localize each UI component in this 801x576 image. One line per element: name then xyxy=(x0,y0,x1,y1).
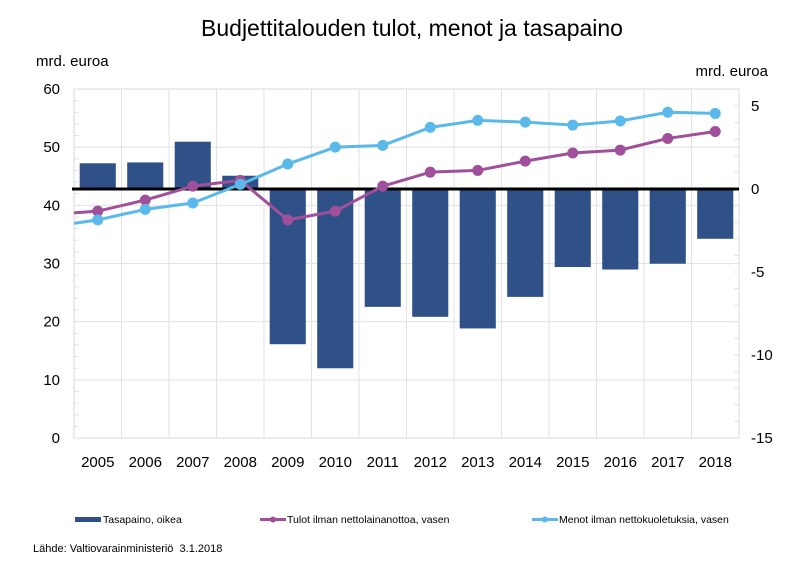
right-tick-label: -5 xyxy=(751,264,764,281)
point-menot-2014 xyxy=(519,116,531,128)
point-menot-2016 xyxy=(614,115,626,127)
right-axis: -15 -10 -5 0 5 xyxy=(751,98,773,447)
point-menot-2013 xyxy=(472,114,484,126)
point-menot-2011 xyxy=(377,139,389,151)
point-tulot-2017 xyxy=(662,132,674,144)
point-tulot-2016 xyxy=(614,144,626,156)
x-tick-label: 2009 xyxy=(271,454,304,471)
left-tick-label: 50 xyxy=(43,139,60,156)
x-tick-label: 2015 xyxy=(556,454,589,471)
legend-swatch-bar xyxy=(75,517,101,522)
bar-2010 xyxy=(317,189,354,369)
legend-label: Tasapaino, oikea xyxy=(103,514,182,526)
legend-label: Menot ilman nettokuoletuksia, vasen xyxy=(559,514,729,526)
point-menot-2007 xyxy=(187,197,199,209)
x-tick-label: 2010 xyxy=(319,454,352,471)
left-tick-label: 0 xyxy=(52,430,60,447)
x-tick-label: 2012 xyxy=(414,454,447,471)
legend: Tasapaino, oikea Tulot ilman nettolainan… xyxy=(75,514,729,526)
point-tulot-2015 xyxy=(567,147,579,159)
bar-2005 xyxy=(79,163,116,189)
left-tick-label: 60 xyxy=(43,81,60,98)
bar-2017 xyxy=(649,189,686,264)
x-tick-label: 2018 xyxy=(699,454,732,471)
x-tick-label: 2006 xyxy=(129,454,162,471)
bar-2012 xyxy=(412,189,449,317)
point-menot-2010 xyxy=(329,141,341,153)
x-tick-label: 2017 xyxy=(651,454,684,471)
left-axis-label: mrd. euroa xyxy=(36,53,109,70)
right-tick-label: -10 xyxy=(751,347,773,364)
point-tulot-2007 xyxy=(187,180,199,192)
bar-2015 xyxy=(554,189,591,268)
left-tick-label: 30 xyxy=(43,256,60,273)
point-menot-2012 xyxy=(424,121,436,133)
x-tick-label: 2007 xyxy=(176,454,209,471)
point-tulot-2013 xyxy=(472,164,484,176)
point-tulot-2018 xyxy=(709,125,721,137)
point-tulot-2014 xyxy=(519,155,531,167)
point-menot-2009 xyxy=(282,158,294,170)
bar-2006 xyxy=(127,162,164,189)
bar-2016 xyxy=(602,189,639,270)
point-tulot-2012 xyxy=(424,166,436,178)
bar-series xyxy=(79,141,734,369)
point-tulot-2009 xyxy=(282,214,294,226)
point-menot-2015 xyxy=(567,119,579,131)
legend-label: Tulot ilman nettolainanottoa, vasen xyxy=(287,514,450,526)
point-menot-2018 xyxy=(709,107,721,119)
legend-item-tulot: Tulot ilman nettolainanottoa, vasen xyxy=(260,514,450,526)
bar-2014 xyxy=(507,189,544,297)
point-tulot-2005 xyxy=(92,205,104,217)
gridlines xyxy=(73,88,740,439)
source-note: Lähde: Valtiovarainministeriö 3.1.2018 xyxy=(33,543,222,555)
x-tick-label: 2016 xyxy=(604,454,637,471)
legend-swatch-marker xyxy=(270,516,276,523)
point-menot-2017 xyxy=(662,106,674,118)
chart-title: Budjettitalouden tulot, menot ja tasapai… xyxy=(201,15,623,41)
x-axis: 2005 2006 2007 2008 2009 2010 2011 2012 2013 2014… xyxy=(81,454,732,471)
x-tick-label: 2005 xyxy=(81,454,114,471)
point-menot-2005 xyxy=(92,214,104,226)
x-tick-label: 2014 xyxy=(509,454,542,471)
x-tick-label: 2011 xyxy=(367,454,399,471)
left-tick-label: 20 xyxy=(43,314,60,331)
bar-2013 xyxy=(459,189,496,329)
left-axis: 0 10 20 30 40 50 60 xyxy=(43,81,60,447)
bar-2018 xyxy=(697,189,734,239)
line-series xyxy=(73,106,721,226)
point-tulot-2010 xyxy=(329,205,341,217)
legend-swatch-marker xyxy=(542,516,548,523)
right-tick-label: 0 xyxy=(751,181,759,198)
point-tulot-2006 xyxy=(139,194,151,206)
left-tick-label: 10 xyxy=(43,372,60,389)
point-menot-2008 xyxy=(234,178,246,190)
bar-2009 xyxy=(269,189,306,345)
point-menot-2006 xyxy=(139,203,151,215)
point-tulot-2011 xyxy=(377,180,389,192)
right-tick-label: 5 xyxy=(751,98,759,115)
right-tick-label: -15 xyxy=(751,430,773,447)
x-tick-label: 2008 xyxy=(224,454,257,471)
legend-item-menot: Menot ilman nettokuoletuksia, vasen xyxy=(532,514,729,526)
left-tick-label: 40 xyxy=(43,197,60,214)
legend-item-tasapaino: Tasapaino, oikea xyxy=(75,514,182,526)
right-axis-label: mrd. euroa xyxy=(695,63,768,80)
bar-2011 xyxy=(364,189,401,307)
x-tick-label: 2013 xyxy=(461,454,494,471)
